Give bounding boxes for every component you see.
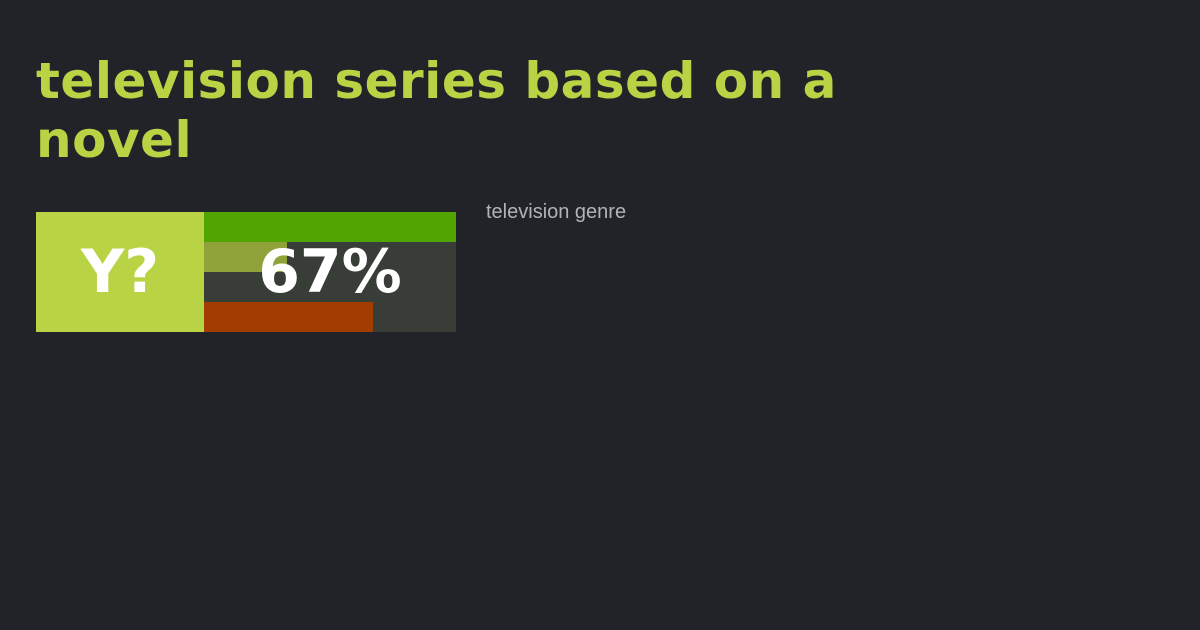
subtitle: television genre (486, 201, 627, 223)
bar (204, 302, 373, 332)
meter: 67% (204, 212, 456, 332)
badge: Y? (36, 212, 204, 332)
score: 67% (258, 237, 402, 307)
bar (204, 242, 288, 272)
bar (204, 212, 456, 242)
title: television series based on a novel (36, 52, 837, 169)
